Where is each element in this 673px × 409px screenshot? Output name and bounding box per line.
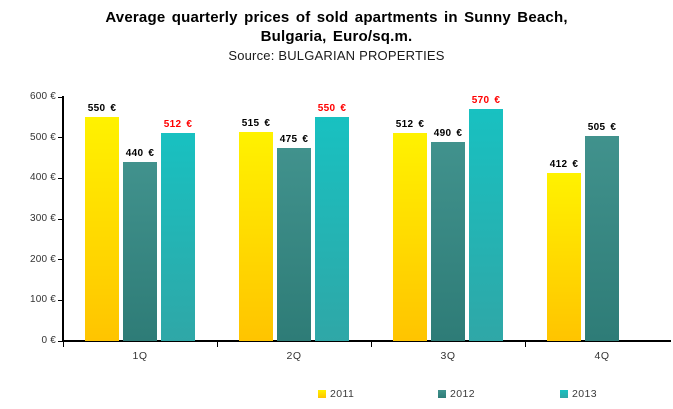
x-axis-tick: [217, 341, 218, 347]
y-axis-tick-label: 0 €: [41, 335, 56, 346]
bar-value-2011-4q: 412 €: [549, 159, 579, 170]
y-axis-tick-label: 400 €: [29, 172, 56, 184]
legend-item-2011: 2011: [318, 387, 354, 401]
y-axis-tick-label: 100 €: [29, 294, 56, 306]
bar-2011-2q: [239, 132, 273, 341]
y-axis-tick: [58, 299, 63, 301]
bar-value-2013-3q: 570 €: [471, 95, 501, 106]
legend: 2011 2012 2013: [0, 387, 673, 403]
y-axis-tick: [58, 340, 63, 342]
legend-item-2012: 2012: [438, 387, 475, 401]
legend-label-2012: 2012: [450, 388, 475, 400]
y-axis-tick: [58, 96, 63, 98]
bar-2013-3q: [469, 109, 503, 341]
bar-value-2011-3q: 512 €: [395, 119, 425, 130]
x-axis-tick: [63, 341, 64, 347]
y-axis-tick: [58, 177, 63, 179]
x-axis-category-label: 1Q: [132, 350, 148, 362]
bar-2012-1q: [123, 162, 157, 341]
bar-2011-4q: [547, 173, 581, 341]
x-axis-category-label: 2Q: [286, 350, 302, 362]
legend-label-2013: 2013: [572, 388, 597, 400]
bar-value-2013-2q: 550 €: [317, 103, 347, 114]
legend-swatch-2013: [560, 390, 568, 398]
bar-value-2011-2q: 515 €: [241, 118, 271, 129]
x-axis-tick: [525, 341, 526, 347]
y-axis-tick: [58, 218, 63, 220]
bar-2011-1q: [85, 117, 119, 341]
legend-swatch-2012: [438, 390, 446, 398]
y-axis-tick: [58, 259, 63, 261]
bar-2012-2q: [277, 148, 311, 341]
bar-2011-3q: [393, 133, 427, 341]
chart-title-block: Average quarterly prices of sold apartme…: [0, 8, 673, 65]
y-axis-tick-label: 300 €: [29, 213, 56, 224]
chart-source: Source: BULGARIAN PROPERTIES: [228, 48, 445, 63]
bar-2012-4q: [585, 136, 619, 341]
legend-label-2011: 2011: [330, 388, 355, 400]
bar-value-2012-3q: 490 €: [433, 128, 463, 139]
y-axis-tick-label: 600 €: [29, 91, 56, 102]
x-axis-line: [62, 340, 671, 342]
legend-swatch-2011: [318, 390, 326, 398]
chart-title-line1: Average quarterly prices of sold apartme…: [105, 9, 568, 26]
bar-value-2013-1q: 512 €: [163, 119, 193, 130]
y-axis-tick-label: 200 €: [29, 253, 56, 265]
legend-item-2013: 2013: [560, 387, 597, 401]
y-axis-tick-label: 500 €: [29, 131, 56, 143]
x-axis-tick: [371, 341, 372, 347]
bar-value-2012-2q: 475 €: [279, 134, 309, 145]
bar-2013-1q: [161, 133, 195, 341]
bar-2012-3q: [431, 142, 465, 341]
y-axis-line: [62, 96, 64, 342]
bar-value-2011-1q: 550 €: [87, 103, 117, 114]
chart-title-line2: Bulgaria, Euro/sq.m.: [260, 28, 413, 45]
bar-value-2012-4q: 505 €: [587, 122, 617, 133]
y-axis-tick: [58, 137, 63, 139]
x-axis-category-label: 3Q: [440, 350, 456, 362]
x-axis-category-label: 4Q: [594, 350, 610, 362]
bar-2013-2q: [315, 117, 349, 341]
bar-value-2012-1q: 440 €: [125, 148, 155, 159]
